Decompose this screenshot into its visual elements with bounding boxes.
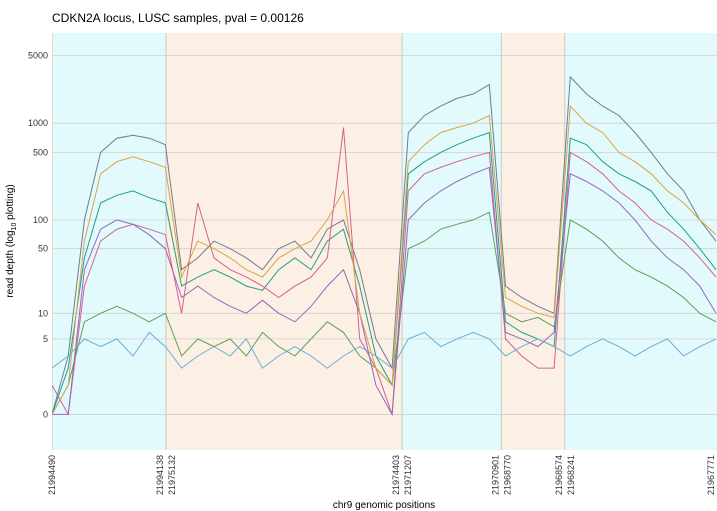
series-line bbox=[52, 131, 717, 415]
y-tick-label: 1000 bbox=[28, 118, 48, 128]
series-line bbox=[52, 331, 717, 369]
series-line bbox=[52, 75, 717, 415]
y-tick-label: 100 bbox=[33, 215, 48, 225]
series-line bbox=[52, 127, 717, 416]
y-axis-title-sub: 10 bbox=[11, 223, 18, 231]
x-tick-label: 21994490 bbox=[47, 455, 57, 495]
x-axis-title: chr9 genomic positions bbox=[333, 500, 435, 511]
x-tick-label: 21975132 bbox=[167, 455, 177, 495]
y-axis-title-part: plotting) bbox=[5, 184, 16, 222]
y-axis-title-part: read depth (log bbox=[5, 230, 16, 297]
y-tick-label: 5 bbox=[43, 334, 48, 344]
y-tick-label: 10 bbox=[38, 308, 48, 318]
series-line bbox=[52, 166, 717, 417]
y-tick-label: 500 bbox=[33, 147, 48, 157]
region bbox=[402, 33, 502, 450]
series-line bbox=[52, 104, 717, 415]
x-tick-label: 21974403 bbox=[391, 455, 401, 495]
x-tick-label: 21968574 bbox=[554, 455, 564, 495]
y-axis-title: read depth (log10 plotting) bbox=[5, 184, 18, 297]
x-tick-label: 21967771 bbox=[706, 455, 716, 495]
region bbox=[52, 33, 167, 450]
x-tick-label: 21970901 bbox=[490, 455, 500, 495]
region bbox=[166, 33, 403, 450]
x-tick-label: 21968241 bbox=[566, 455, 576, 495]
x-tick-label: 21968770 bbox=[502, 455, 512, 495]
y-tick-label: 0 bbox=[43, 409, 48, 419]
x-tick-label: 21994138 bbox=[155, 455, 165, 495]
y-tick-label: 50 bbox=[38, 244, 48, 254]
plot-panel bbox=[52, 33, 717, 450]
y-tick-label: 5000 bbox=[28, 50, 48, 60]
x-tick-label: 21971207 bbox=[403, 455, 413, 495]
chart-title: CDKN2A locus, LUSC samples, pval = 0.001… bbox=[52, 11, 304, 25]
region bbox=[501, 33, 565, 450]
region bbox=[564, 33, 717, 450]
